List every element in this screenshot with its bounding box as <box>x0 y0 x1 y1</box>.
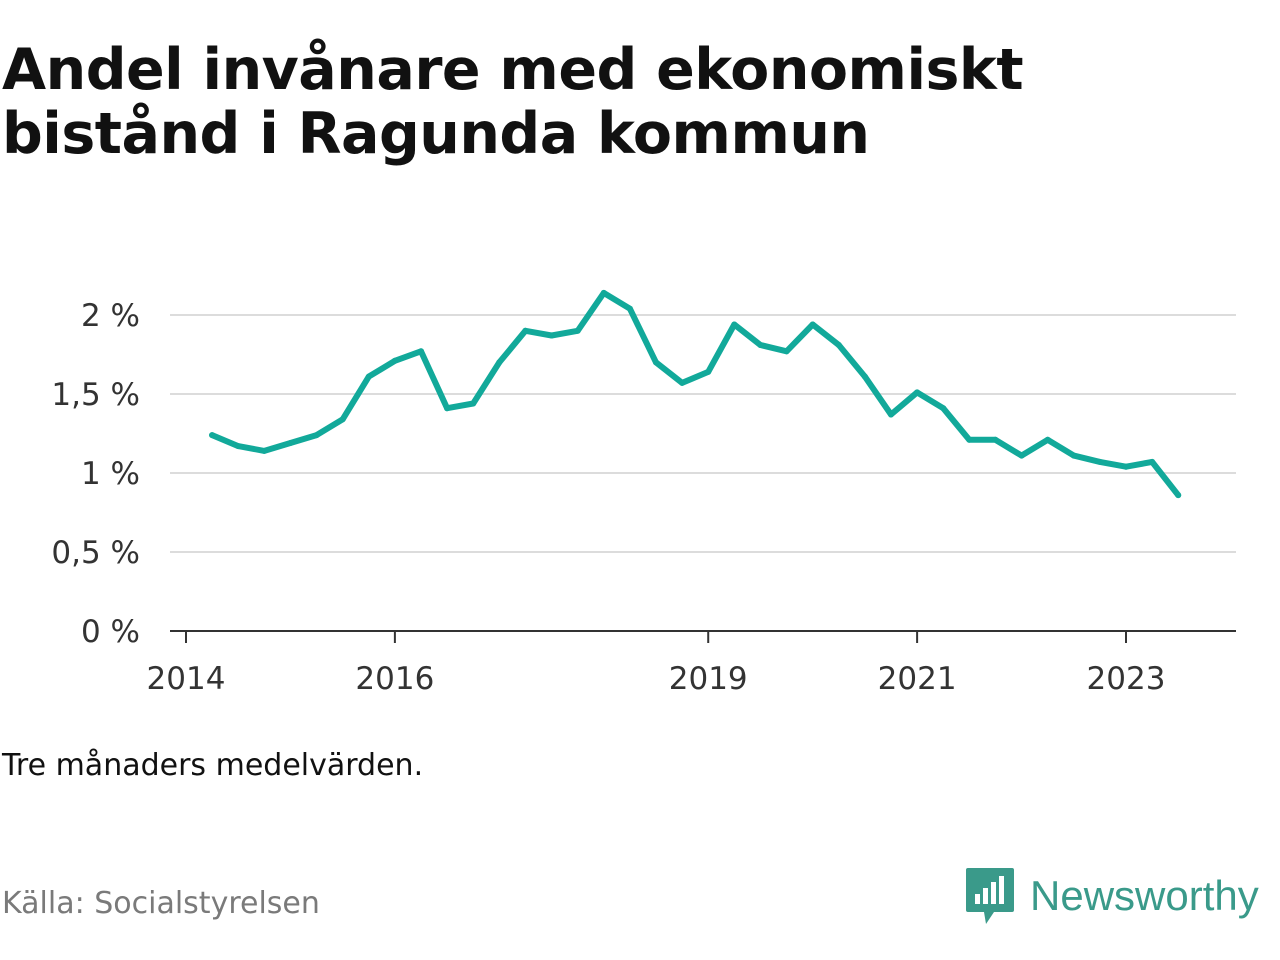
data-point <box>653 359 659 366</box>
gridlines <box>170 314 1236 553</box>
data-point <box>470 400 477 407</box>
data-point <box>1175 492 1182 499</box>
x-tick-label: 2016 <box>355 661 434 697</box>
data-point <box>940 405 947 412</box>
data-point <box>339 416 346 423</box>
data-point <box>209 432 216 439</box>
y-tick-label: 1,5 % <box>51 377 140 413</box>
y-tick-label: 2 % <box>81 298 140 334</box>
data-point <box>418 348 424 355</box>
data-point <box>1070 452 1077 459</box>
data-point <box>391 357 398 364</box>
y-tick-label: 0 % <box>81 614 140 650</box>
data-point <box>600 289 607 296</box>
data-point <box>1123 463 1129 470</box>
data-point <box>313 432 320 439</box>
x-axis <box>170 630 1236 643</box>
data-point <box>522 327 529 334</box>
chart-note: Tre månaders medelvärden. <box>2 748 424 783</box>
brand-logo: Newsworthy <box>964 864 1259 928</box>
data-point <box>679 379 686 386</box>
data-point <box>1096 458 1103 465</box>
x-tick-label: 2021 <box>878 661 957 697</box>
data-point <box>835 342 842 348</box>
data-point <box>992 436 999 443</box>
data-point <box>888 411 894 418</box>
y-tick-label: 1 % <box>81 456 140 492</box>
x-tick-label: 2019 <box>669 661 748 697</box>
data-point <box>966 436 973 443</box>
brand-name: Newsworthy <box>1030 872 1259 919</box>
data-point <box>1018 452 1025 459</box>
data-point <box>705 368 712 375</box>
source-credit: Källa: Socialstyrelsen <box>2 886 320 921</box>
series <box>209 289 1182 499</box>
data-point <box>757 342 764 348</box>
data-point <box>914 389 921 396</box>
data-point <box>731 321 738 328</box>
data-point <box>809 321 816 328</box>
data-point <box>496 359 503 366</box>
data-point <box>548 332 555 339</box>
data-point <box>287 440 294 446</box>
chart-title: Andel invånare med ekonomiskt bistånd i … <box>2 37 1024 167</box>
x-tick-label: 2014 <box>147 661 226 697</box>
series-line <box>209 289 1182 499</box>
x-axis-labels: 2014 2016 2019 2021 2023 <box>147 661 1166 697</box>
data-point <box>444 405 451 412</box>
data-point <box>235 443 242 450</box>
data-point <box>261 447 268 454</box>
data-point <box>574 327 581 334</box>
y-tick-label: 0,5 % <box>51 535 140 571</box>
data-point <box>626 305 633 312</box>
y-axis-labels: 0 % 0,5 % 1 % 1,5 % 2 % <box>51 298 140 650</box>
x-tick-label: 2023 <box>1087 661 1166 697</box>
line-chart: 0 % 0,5 % 1 % 1,5 % 2 % 2014 2016 2019 2021 2023 <box>51 289 1236 697</box>
data-point <box>861 373 868 380</box>
data-point <box>1149 458 1156 465</box>
data-point <box>365 373 372 380</box>
data-point <box>1044 436 1051 443</box>
data-point <box>783 348 790 355</box>
newsworthy-logo-icon <box>966 868 1014 924</box>
